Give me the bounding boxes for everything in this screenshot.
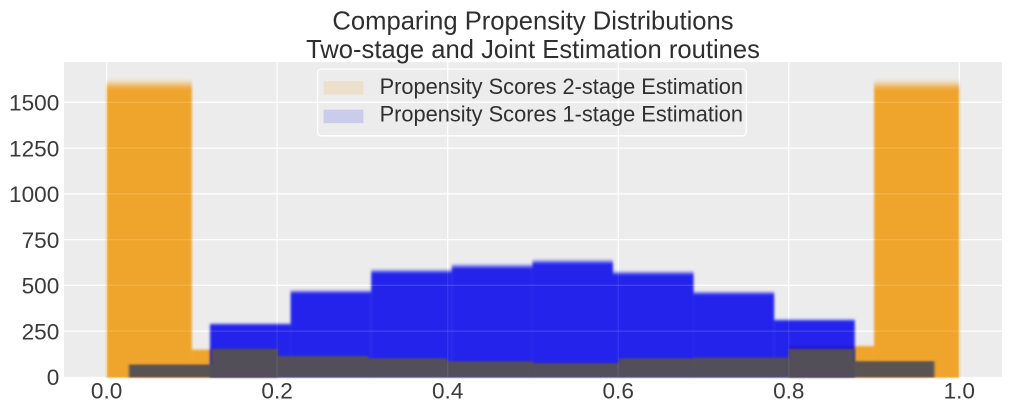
svg-text:750: 750 (22, 228, 60, 253)
svg-text:0: 0 (47, 365, 60, 390)
svg-text:0.8: 0.8 (773, 379, 804, 404)
svg-text:0.0: 0.0 (91, 379, 122, 404)
svg-text:0.6: 0.6 (602, 379, 633, 404)
svg-text:Two-stage and Joint Estimation: Two-stage and Joint Estimation routines (306, 36, 760, 64)
svg-text:250: 250 (22, 319, 60, 344)
svg-text:500: 500 (22, 274, 60, 299)
svg-text:1.0: 1.0 (944, 379, 975, 404)
svg-text:0.4: 0.4 (432, 379, 463, 404)
svg-text:1250: 1250 (9, 136, 59, 161)
svg-text:0.2: 0.2 (261, 379, 292, 404)
svg-text:Comparing Propensity Distribut: Comparing Propensity Distributions (332, 8, 733, 36)
svg-text:Propensity Scores 1-stage Esti: Propensity Scores 1-stage Estimation (380, 101, 743, 126)
svg-text:1000: 1000 (9, 182, 59, 207)
svg-text:Propensity Scores 2-stage Esti: Propensity Scores 2-stage Estimation (380, 74, 743, 99)
svg-text:1500: 1500 (9, 91, 59, 116)
